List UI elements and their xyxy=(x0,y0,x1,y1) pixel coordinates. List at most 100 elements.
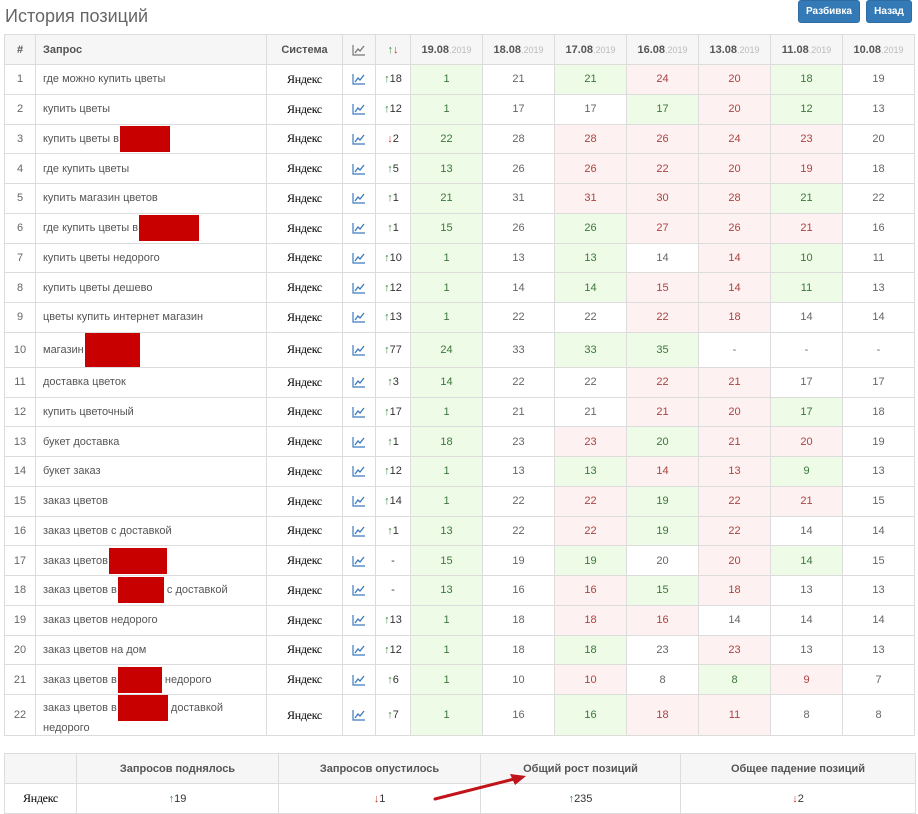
chart-icon[interactable] xyxy=(352,252,366,264)
position-cell: 22 xyxy=(698,515,771,547)
query-cell[interactable]: заказ цветов недорого xyxy=(35,604,267,636)
query-cell[interactable]: цветы купить интернет магазин xyxy=(35,302,267,333)
chart-icon[interactable] xyxy=(352,133,366,145)
chart-icon[interactable] xyxy=(352,495,366,507)
chart-icon[interactable] xyxy=(352,344,366,356)
col-updown-header[interactable]: ↑↓ xyxy=(375,34,411,65)
position-cell: 14 xyxy=(842,604,915,636)
redacted-block xyxy=(117,666,162,693)
date-header[interactable]: 13.08.2019 xyxy=(698,34,771,65)
chart-cell[interactable] xyxy=(342,396,376,428)
position-cell: 15 xyxy=(842,485,915,517)
position-cell: 15 xyxy=(410,212,483,244)
chart-cell[interactable] xyxy=(342,634,376,666)
query-cell[interactable]: заказ цветов xyxy=(35,485,267,517)
chart-cell[interactable] xyxy=(342,575,376,606)
chart-icon[interactable] xyxy=(352,282,366,294)
chart-cell[interactable] xyxy=(342,604,376,636)
chart-cell[interactable] xyxy=(342,64,376,95)
chart-cell[interactable] xyxy=(342,153,376,184)
summary-header-row: Запросов поднялось Запросов опустилось О… xyxy=(4,753,916,784)
chart-cell[interactable] xyxy=(342,515,376,547)
position-cell: 21 xyxy=(770,212,843,244)
chart-icon[interactable] xyxy=(352,192,366,205)
row-number: 22 xyxy=(4,694,36,736)
chart-cell[interactable] xyxy=(342,331,376,368)
date-header[interactable]: 11.08.2019 xyxy=(770,34,843,65)
chart-cell[interactable] xyxy=(342,694,376,736)
chart-icon[interactable] xyxy=(352,436,366,448)
table-row: 16 заказ цветов с доставкой Яндекс ↑1 13 22 22… xyxy=(4,515,915,547)
query-cell[interactable]: купить цветы недорого xyxy=(35,242,267,274)
position-cell: 19 xyxy=(842,426,915,457)
query-cell[interactable]: где купить цветы xyxy=(35,153,267,184)
chart-icon[interactable] xyxy=(352,614,366,626)
chart-icon[interactable] xyxy=(352,73,366,86)
chart-cell[interactable] xyxy=(342,456,376,487)
breakdown-button[interactable]: Разбивка xyxy=(798,0,860,23)
arrow-up-icon: ↑ xyxy=(384,73,390,86)
chart-icon[interactable] xyxy=(352,644,366,656)
chart-cell[interactable] xyxy=(342,664,376,695)
delta-cell: ↑5 xyxy=(375,153,411,184)
chart-icon[interactable] xyxy=(352,163,366,175)
chart-cell[interactable] xyxy=(342,242,376,274)
yandex-logo: Яндекс xyxy=(287,374,322,389)
query-cell[interactable]: букет доставка xyxy=(35,426,267,457)
chart-icon[interactable] xyxy=(352,465,366,478)
chart-cell[interactable] xyxy=(342,93,376,125)
yandex-logo: Яндекс xyxy=(287,463,322,478)
chart-icon[interactable] xyxy=(352,222,366,234)
date-header[interactable]: 10.08.2019 xyxy=(842,34,915,65)
query-cell[interactable]: где можно купить цветы xyxy=(35,64,267,95)
query-cell[interactable]: купить магазин цветов xyxy=(35,183,267,214)
chart-icon[interactable] xyxy=(352,311,366,324)
position-cell: 18 xyxy=(410,426,483,457)
chart-cell[interactable] xyxy=(342,272,376,303)
chart-cell[interactable] xyxy=(342,302,376,333)
position-cell: 22 xyxy=(554,366,627,398)
chart-cell[interactable] xyxy=(342,366,376,398)
query-cell[interactable]: доставка цветок xyxy=(35,366,267,398)
query-text: заказ цветов с доставкой xyxy=(43,524,172,537)
query-cell[interactable]: букет заказ xyxy=(35,456,267,487)
system-cell: Яндекс xyxy=(266,515,343,547)
query-cell[interactable]: где купить цветы в xyxy=(35,212,267,244)
query-cell[interactable]: заказ цветов на дом xyxy=(35,634,267,666)
chart-icon[interactable] xyxy=(352,555,366,567)
back-button[interactable]: Назад xyxy=(866,0,912,23)
chart-cell[interactable] xyxy=(342,183,376,214)
chart-icon[interactable] xyxy=(352,103,366,115)
summary-growth-header: Общий рост позиций xyxy=(480,753,681,784)
chart-icon[interactable] xyxy=(352,584,366,597)
chart-icon[interactable] xyxy=(352,709,366,721)
date-header[interactable]: 19.08.2019 xyxy=(410,34,483,65)
chart-cell[interactable] xyxy=(342,545,376,576)
query-cell[interactable]: заказ цветов в с доставкой xyxy=(35,575,267,606)
position-cell: - xyxy=(770,331,843,368)
date-header[interactable]: 18.08.2019 xyxy=(482,34,555,65)
chart-icon[interactable] xyxy=(352,406,366,418)
chart-icon[interactable] xyxy=(352,525,366,537)
chart-cell[interactable] xyxy=(342,123,376,155)
date-header[interactable]: 17.08.2019 xyxy=(554,34,627,65)
query-cell[interactable]: заказ цветов с доставкой xyxy=(35,515,267,547)
system-cell: Яндекс xyxy=(266,575,343,606)
query-cell[interactable]: купить цветы xyxy=(35,93,267,125)
chart-icon[interactable] xyxy=(352,674,366,686)
query-cell[interactable]: магазин xyxy=(35,331,267,368)
query-cell[interactable]: заказ цветов xyxy=(35,545,267,576)
chart-cell[interactable] xyxy=(342,426,376,457)
chart-icon[interactable] xyxy=(352,376,366,388)
query-cell[interactable]: заказ цветов в недорого xyxy=(35,664,267,695)
row-number: 14 xyxy=(4,456,36,487)
date-header[interactable]: 16.08.2019 xyxy=(626,34,699,65)
chart-cell[interactable] xyxy=(342,212,376,244)
position-cell: 1 xyxy=(410,396,483,428)
delta-cell: ↑12 xyxy=(375,456,411,487)
chart-cell[interactable] xyxy=(342,485,376,517)
query-cell[interactable]: заказ цветов в доставкой недорого xyxy=(35,694,267,736)
query-cell[interactable]: купить цветочный xyxy=(35,396,267,428)
query-cell[interactable]: купить цветы в xyxy=(35,123,267,155)
query-cell[interactable]: купить цветы дешево xyxy=(35,272,267,303)
